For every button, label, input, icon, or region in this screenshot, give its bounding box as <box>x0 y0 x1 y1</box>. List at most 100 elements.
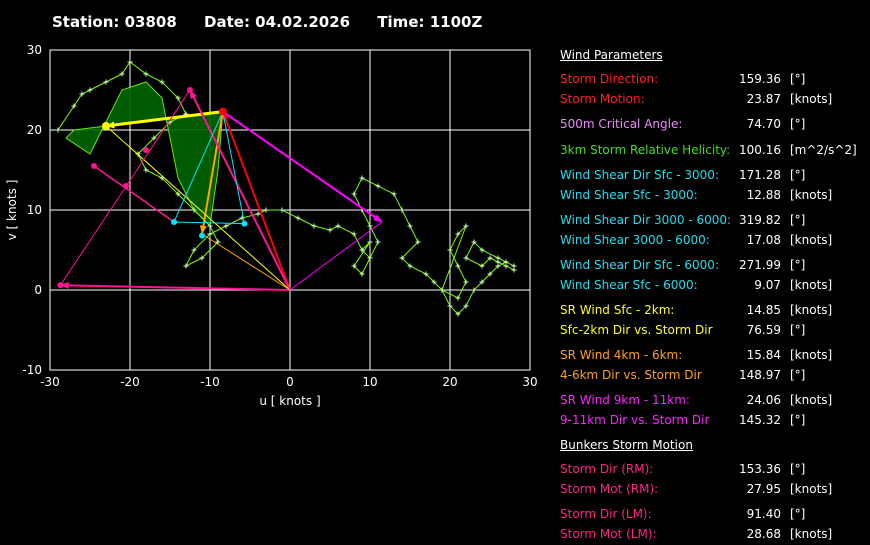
hodograph-point <box>359 271 365 277</box>
shear-line <box>222 111 245 224</box>
param-label: SR Wind Sfc - 2km: <box>560 303 675 317</box>
hodograph-chart: -30 -20 -10 0 10 20 30 -10 0 10 20 30 u [ knots ] v… <box>5 43 538 408</box>
hodograph-point <box>471 239 477 245</box>
hodograph-point <box>479 263 485 269</box>
hodograph-point <box>127 59 133 65</box>
hodograph-point <box>223 223 229 229</box>
hodograph-point <box>183 263 189 269</box>
sr-wind-4-6km <box>201 111 224 235</box>
hodograph-point <box>463 303 469 309</box>
param-value: 14.85 <box>746 303 781 317</box>
param-value: 145.32 <box>739 412 781 427</box>
param-label: SR Wind 4km - 6km: <box>560 348 683 362</box>
param-value: 28.68 <box>746 526 781 541</box>
param-row: Wind Shear Sfc - 6000: 9.07 [knots] <box>560 278 865 296</box>
param-unit: [knots] <box>790 187 833 202</box>
shear-line <box>173 111 224 223</box>
hodograph-point <box>207 231 213 237</box>
param-label: SR Wind 9km - 11km: <box>560 393 690 407</box>
hodograph-point <box>71 103 77 109</box>
shear-point <box>199 232 205 239</box>
station-label: Station: 03808 <box>52 13 177 31</box>
hodograph-point <box>151 135 157 141</box>
hodograph-point <box>103 79 109 85</box>
hodograph-point <box>79 91 85 97</box>
param-row: Wind Shear 3000 - 6000: 17.08 [knots] <box>560 233 865 251</box>
param-label: Storm Mot (LM): <box>560 526 657 541</box>
param-unit: [m^2/s^2] <box>790 142 857 157</box>
hodograph-point <box>175 191 181 197</box>
param-row: 500m Critical Angle: 74.70 [°] <box>560 117 865 135</box>
hodograph <box>55 59 517 317</box>
param-unit: [°] <box>790 72 806 86</box>
marker-points <box>57 87 248 289</box>
hodograph-point <box>263 207 269 213</box>
param-value: 271.99 <box>739 258 781 272</box>
section-title: Wind Parameters <box>560 48 663 62</box>
hodograph-point <box>399 255 405 261</box>
param-label: Wind Shear Dir Sfc - 3000: <box>560 168 719 182</box>
param-row: Storm Direction: 159.36 [°] <box>560 72 865 90</box>
date-label: Date: 04.02.2026 <box>204 13 351 31</box>
param-row: Storm Mot (LM): 28.68 [knots] <box>560 527 865 545</box>
y-tick-label: 10 <box>27 203 42 217</box>
header: Station: 03808 Date: 04.02.2026 Time: 11… <box>52 13 504 31</box>
hodograph-point <box>471 287 477 293</box>
hodograph-point <box>455 263 461 269</box>
hodograph-point <box>191 207 197 213</box>
hodograph-point <box>511 267 517 273</box>
y-tick-label: -10 <box>22 363 42 377</box>
param-row: 9-11km Dir vs. Storm Dir 145.32 [°] <box>560 413 865 431</box>
bunkers-point <box>57 282 64 289</box>
param-value: 91.40 <box>746 507 781 521</box>
helicity-area <box>65 81 224 228</box>
sr-wind-9-11km-arrowhead <box>373 214 382 222</box>
param-unit: [°] <box>790 412 806 427</box>
sr-connector-line <box>105 125 291 291</box>
param-row: 3km Storm Relative Helicity: 100.16 [m^2/s… <box>560 143 865 161</box>
param-label: Wind Shear Dir Sfc - 6000: <box>560 258 719 272</box>
param-value: 76.59 <box>746 322 781 337</box>
bunkers-rm <box>189 89 291 291</box>
sfc-2km-point <box>102 122 110 130</box>
param-label: Wind Shear Dir 3000 - 6000: <box>560 213 732 227</box>
x-tick-label: 10 <box>362 375 377 389</box>
hodograph-point <box>87 87 93 93</box>
param-label: Sfc-2km Dir vs. Storm Dir <box>560 322 713 337</box>
hodograph-point <box>159 79 165 85</box>
param-unit: [°] <box>790 168 806 182</box>
param-label: Wind Shear Sfc - 6000: <box>560 277 698 292</box>
hodograph-point <box>479 247 485 253</box>
param-row: SR Wind 4km - 6km: 15.84 [knots] <box>560 348 865 366</box>
storm-motion-point <box>218 107 227 116</box>
hodograph-point <box>375 239 381 245</box>
hodograph-point <box>487 255 493 261</box>
param-row: Wind Shear Dir 3000 - 6000: 319.82 [°] <box>560 213 865 231</box>
param-unit: [knots] <box>790 91 833 106</box>
sr-wind-sfc-2km <box>105 110 223 128</box>
param-unit: [°] <box>790 322 806 337</box>
param-value: 24.06 <box>746 393 781 407</box>
param-unit: [°] <box>790 258 806 272</box>
param-row: SR Wind Sfc - 2km: 14.85 [knots] <box>560 303 865 321</box>
x-tick-label: 0 <box>286 375 294 389</box>
param-value: 27.95 <box>746 481 781 496</box>
hodograph-point <box>463 223 469 229</box>
param-unit: [knots] <box>790 303 833 317</box>
x-tick-label: -10 <box>200 375 220 389</box>
param-value: 100.16 <box>739 142 781 157</box>
param-unit: [°] <box>790 507 806 521</box>
hodograph-point <box>399 207 405 213</box>
param-unit: [knots] <box>790 481 833 496</box>
hodograph-point <box>295 215 301 221</box>
hodograph-point <box>55 127 61 133</box>
param-row: Wind Shear Dir Sfc - 6000: 271.99 [°] <box>560 258 865 276</box>
param-row: SR Wind 9km - 11km: 24.06 [knots] <box>560 393 865 411</box>
param-row: 4-6km Dir vs. Storm Dir 148.97 [°] <box>560 368 865 386</box>
hodograph-point <box>407 263 413 269</box>
param-label: 500m Critical Angle: <box>560 117 683 131</box>
hodograph-point <box>199 255 205 261</box>
param-row: Sfc-2km Dir vs. Storm Dir 76.59 [°] <box>560 323 865 341</box>
sr-wind-sfc-2km-arrowhead <box>106 121 115 129</box>
hodograph-point <box>367 239 373 245</box>
